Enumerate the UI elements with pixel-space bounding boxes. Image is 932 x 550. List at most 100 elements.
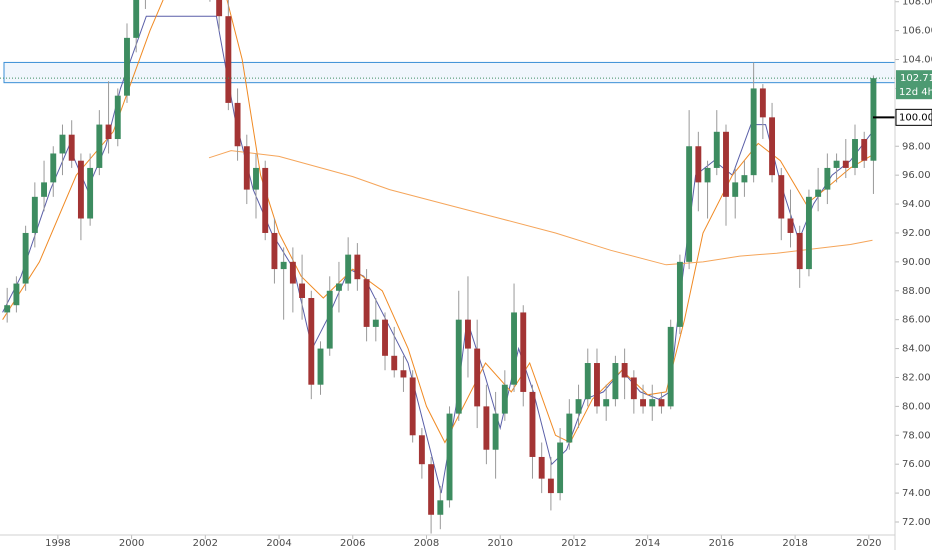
candle-body [68,134,75,161]
candle-body [400,370,407,378]
candle-body [335,283,342,291]
candle-body [437,500,444,515]
candle-body [382,319,388,356]
candle-body [474,348,481,407]
x-tick-label: 2010 [487,538,512,549]
candle-body [566,413,573,443]
y-tick-label: 72.00 [902,517,931,528]
candle-body [676,261,683,327]
candle-body [769,117,776,176]
x-tick-label: 2018 [782,538,807,549]
candle-body [483,406,490,450]
candle-body [372,319,379,327]
candle-body [630,377,637,400]
candle-body [253,167,259,190]
candle-body [612,363,619,400]
y-tick-label: 106.00 [902,26,932,37]
candle-body [492,413,499,450]
plot-area [0,0,895,534]
candle-body [704,167,711,183]
candle-body [59,134,66,154]
candle-body [363,279,370,327]
candle-body [603,399,610,407]
countdown: 12d 4h [899,87,932,98]
candle-body [805,196,812,270]
candle-body [557,442,564,494]
candle-body [216,0,223,17]
y-tick-label: 86.00 [902,315,931,326]
candle-body [511,312,517,385]
y-tick-label: 92.00 [902,228,931,239]
candle-body [750,88,757,176]
candle-body [31,196,38,233]
candle-body [455,319,462,414]
candle-body [787,218,794,233]
candle-body [649,399,656,407]
x-tick-label: 2020 [856,538,881,549]
candle-body [713,131,720,168]
candle-body [741,175,748,183]
candle-body [796,232,803,270]
y-tick-label: 78.00 [902,430,931,441]
candle-body [280,261,287,270]
y-tick-label: 94.00 [902,199,931,210]
moving-average [208,150,873,266]
level-box [895,108,932,126]
candle-body [520,312,527,392]
x-tick-label: 2008 [414,538,439,549]
candle-body [345,254,352,284]
last-price-label: 102.71 [900,73,932,84]
candle-body [732,182,739,197]
candle-body [13,283,20,306]
y-tick-label: 108.00 [902,0,932,8]
candle-body [96,124,103,168]
candle-body [538,456,545,479]
candle-body [842,160,849,168]
candle-body [326,290,333,349]
y-tick-label: 90.00 [902,257,931,268]
candle-body [815,189,822,197]
y-tick-label: 74.00 [902,488,931,499]
candle-body [852,139,858,168]
candle-body [446,413,453,501]
candle-body [658,399,665,407]
candle-body [243,146,250,190]
candle-body [778,175,785,219]
candle-body [317,348,324,385]
candle-body [409,377,416,436]
candle-body [4,305,11,313]
x-tick-label: 2014 [635,538,660,549]
candle-body [105,124,112,140]
candle-body [418,435,425,465]
y-tick-label: 104.00 [902,55,932,66]
candle-body [870,78,877,161]
candle-body [640,399,646,407]
x-tick-label: 1998 [45,538,70,549]
candle-body [308,297,315,385]
candle-body [861,139,868,161]
y-tick-label: 88.00 [902,286,931,297]
candle-body [391,355,398,371]
candle-body [723,131,729,197]
level-label: 100.00 [899,112,932,123]
candle-body [529,391,536,457]
candle-body [824,167,831,190]
x-tick-label: 2002 [193,538,218,549]
x-tick-label: 2006 [340,538,365,549]
y-tick-label: 76.00 [902,459,931,470]
candle-body [501,384,508,414]
candle-body [686,146,693,262]
last-price-box [896,70,932,100]
candle-body [695,146,702,183]
candle-body [114,95,121,140]
candle-body [289,261,296,284]
candle-body [547,478,554,494]
candle-body [299,283,306,298]
y-tick-label: 80.00 [902,401,931,412]
y-tick-label: 98.00 [902,141,931,152]
candle-body [271,232,278,270]
y-tick-label: 82.00 [902,372,931,383]
candle-body [77,160,84,219]
